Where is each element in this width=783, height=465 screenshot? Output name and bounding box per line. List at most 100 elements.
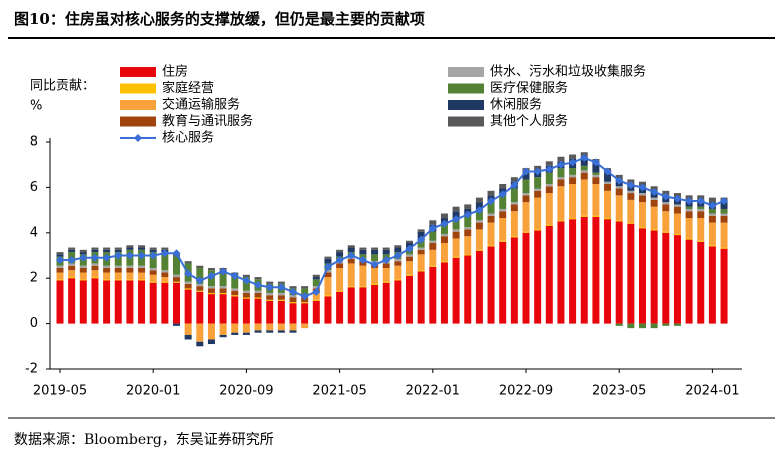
bar-segment: [56, 254, 64, 257]
bar-segment: [289, 286, 297, 289]
bar-segment: [289, 330, 297, 333]
line-marker: [615, 176, 624, 185]
bar-segment: [114, 280, 122, 324]
bar-segment: [685, 238, 693, 240]
bar-segment: [336, 252, 344, 257]
bar-segment: [394, 258, 402, 262]
bar-segment: [685, 206, 693, 209]
bar-segment: [336, 290, 344, 292]
bar-segment: [720, 222, 728, 248]
bar-segment: [429, 265, 437, 267]
bar-segment: [336, 267, 344, 291]
bar-segment: [312, 292, 320, 300]
x-tick-label: 2024-01: [685, 384, 739, 399]
bar-segment: [289, 297, 297, 303]
line-marker: [591, 158, 600, 167]
bar-segment: [510, 202, 518, 205]
line-marker: [347, 251, 356, 260]
legend-marker: [134, 134, 142, 142]
x-tick-label: 2021-05: [312, 384, 366, 399]
line-marker: [195, 276, 204, 285]
bar-segment: [615, 220, 623, 222]
bar-segment: [464, 204, 472, 209]
bar-segment: [301, 303, 309, 324]
bar-segment: [452, 211, 460, 219]
bar-segment: [639, 227, 646, 229]
bar-segment: [289, 295, 297, 298]
bar-segment: [406, 256, 413, 262]
line-marker: [650, 187, 659, 196]
legend-label: 医疗保健服务: [490, 80, 568, 96]
bar-segment: [487, 190, 495, 196]
bar-segment: [545, 224, 553, 226]
bar-segment: [639, 195, 646, 203]
bar-segment: [406, 261, 413, 275]
bar-segment: [126, 272, 134, 280]
bar-segment: [114, 265, 122, 268]
bar-segment: [68, 247, 76, 250]
bar-segment: [499, 218, 507, 241]
bar-segment: [161, 272, 169, 278]
bar-segment: [569, 183, 577, 219]
bar-segment: [103, 265, 111, 268]
bar-segment: [604, 172, 612, 182]
bar-segment: [569, 154, 577, 160]
bar-segment: [510, 204, 518, 212]
bar-segment: [103, 249, 111, 253]
bar-segment: [242, 292, 250, 298]
bar-segment: [138, 279, 146, 281]
bar-segment: [301, 286, 309, 289]
bar-segment: [266, 323, 274, 331]
bar-segment: [440, 243, 448, 262]
bar-segment: [394, 280, 402, 324]
bar-segment: [569, 219, 577, 324]
bar-segment: [557, 186, 565, 221]
bar-segment: [697, 218, 705, 241]
y-tick-label: 6: [30, 180, 38, 195]
legend-label: 休闲服务: [490, 97, 542, 113]
bar-segment: [394, 247, 402, 253]
bar-segment: [138, 280, 146, 324]
line-marker: [219, 267, 228, 276]
bar-segment: [708, 197, 716, 203]
bar-segment: [382, 281, 390, 283]
bar-segment: [510, 237, 518, 324]
bar-segment: [499, 195, 507, 209]
bar-segment: [242, 290, 250, 293]
bar-segment: [138, 247, 146, 250]
bar-segment: [242, 332, 250, 335]
bar-segment: [149, 247, 157, 250]
line-marker: [696, 197, 705, 206]
line-marker: [149, 251, 158, 260]
bar-segment: [487, 215, 495, 223]
bar-segment: [91, 249, 99, 253]
bar-segment: [394, 265, 402, 280]
bar-segment: [475, 250, 483, 324]
x-tick-label: 2022-09: [499, 384, 553, 399]
bar-segment: [697, 206, 705, 209]
bar-segment: [184, 334, 192, 340]
bar-segment: [569, 174, 577, 178]
bar-segment: [697, 211, 705, 219]
bar-segment: [417, 229, 425, 232]
bar-segment: [720, 213, 728, 216]
bar-segment: [324, 256, 332, 259]
bar-segment: [359, 249, 367, 255]
bar-segment: [56, 280, 64, 324]
bar-segment: [312, 286, 320, 289]
bar-segment: [242, 274, 250, 278]
bar-segment: [452, 206, 460, 212]
bar-segment: [91, 265, 99, 271]
line-marker: [580, 153, 589, 162]
line-marker: [638, 183, 647, 192]
line-marker: [510, 181, 519, 190]
bar-segment: [522, 172, 530, 180]
bar-segment: [347, 286, 355, 288]
bar-segment: [417, 247, 425, 250]
bar-segment: [569, 177, 577, 184]
bar-segment: [499, 241, 507, 324]
bar-segment: [266, 300, 274, 324]
bar-segment: [196, 291, 204, 324]
bar-segment: [114, 247, 122, 250]
bar-segment: [615, 188, 623, 196]
